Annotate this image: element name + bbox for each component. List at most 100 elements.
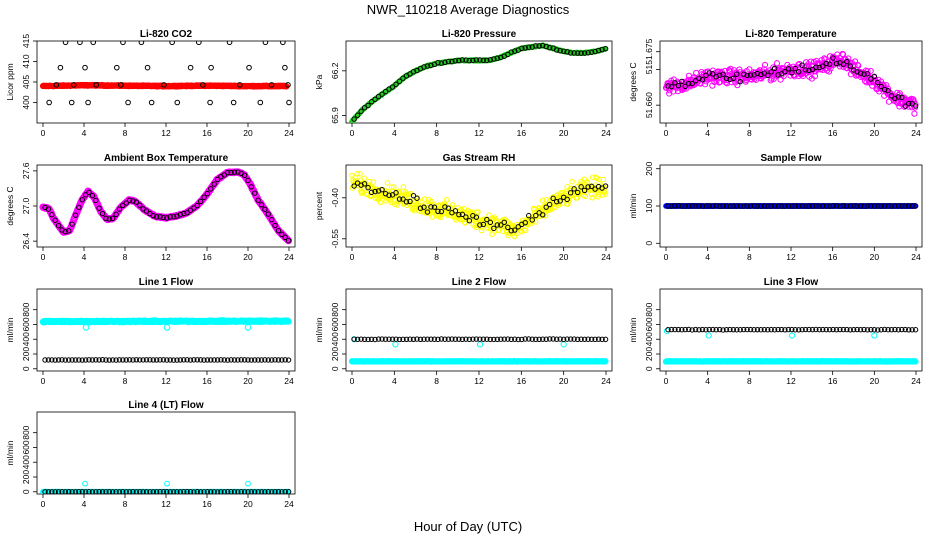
data-point xyxy=(459,57,466,63)
data-point xyxy=(268,82,275,88)
panel-title: Line 1 Flow xyxy=(139,277,194,288)
x-tick-label: 12 xyxy=(474,128,484,138)
y-tick-label: -0.40 xyxy=(330,188,340,208)
data-point xyxy=(802,203,809,209)
x-tick-label: 20 xyxy=(243,128,253,138)
data-point xyxy=(46,99,52,106)
data-point xyxy=(574,50,581,56)
x-tick-label: 12 xyxy=(161,376,171,386)
data-point xyxy=(789,203,795,209)
x-tick-label: 16 xyxy=(202,128,212,138)
data-point xyxy=(765,203,771,209)
data-point xyxy=(706,203,713,209)
y-tick-label: 410 xyxy=(21,54,31,68)
data-point xyxy=(368,336,375,343)
data-point xyxy=(103,357,109,363)
series-instrument xyxy=(349,170,609,240)
data-point xyxy=(547,336,553,342)
data-point xyxy=(519,336,525,343)
data-point xyxy=(354,170,361,177)
data-point xyxy=(110,215,116,222)
data-point xyxy=(668,203,675,209)
y-tick-label: 400 xyxy=(21,95,31,109)
data-point xyxy=(272,222,278,229)
y-tick-label: 100 xyxy=(644,199,654,213)
data-point xyxy=(421,64,427,70)
data-point xyxy=(268,357,275,363)
data-point xyxy=(452,208,459,214)
data-point xyxy=(734,203,740,209)
data-point xyxy=(581,50,588,56)
data-point xyxy=(519,45,525,51)
x-tick-label: 0 xyxy=(350,128,355,138)
y-tick-label: 0 xyxy=(330,366,340,371)
data-point xyxy=(435,208,441,215)
data-point xyxy=(62,357,69,363)
data-point xyxy=(754,70,761,77)
data-point xyxy=(282,234,288,240)
data-point xyxy=(582,193,589,200)
data-point xyxy=(400,196,406,202)
data-point xyxy=(484,57,490,64)
x-tick-label: 4 xyxy=(705,128,710,138)
data-point xyxy=(221,357,228,363)
data-point xyxy=(540,336,546,342)
data-point xyxy=(823,203,829,209)
data-point xyxy=(49,212,55,218)
data-point xyxy=(167,357,173,363)
data-point xyxy=(72,212,79,218)
data-point xyxy=(706,70,713,76)
data-point xyxy=(438,208,445,215)
data-point xyxy=(143,208,150,214)
series-instrument xyxy=(662,328,919,365)
data-point xyxy=(375,336,382,342)
data-point xyxy=(400,184,407,190)
data-point xyxy=(737,203,743,209)
data-point xyxy=(238,357,244,363)
x-tick-label: 4 xyxy=(392,376,397,386)
data-point xyxy=(912,101,919,108)
data-point xyxy=(226,41,233,46)
data-point xyxy=(204,357,211,363)
data-point xyxy=(144,64,151,71)
data-point xyxy=(592,48,598,55)
data-point xyxy=(279,231,285,238)
data-point xyxy=(679,203,685,209)
data-point xyxy=(686,203,692,209)
data-point xyxy=(428,62,434,69)
data-point xyxy=(351,183,357,189)
data-point xyxy=(830,55,836,61)
data-point xyxy=(82,324,90,331)
data-point xyxy=(177,211,184,218)
data-point xyxy=(602,191,609,197)
y-tick-label: 400 xyxy=(21,332,31,346)
data-point xyxy=(588,49,595,55)
data-point xyxy=(384,180,391,186)
data-point xyxy=(875,203,881,209)
data-point xyxy=(417,205,424,211)
data-point xyxy=(771,65,778,72)
data-point xyxy=(880,82,887,89)
data-point xyxy=(478,227,485,234)
panel-title: Li-820 Temperature xyxy=(745,29,837,40)
data-point xyxy=(262,41,269,46)
data-point xyxy=(868,203,874,209)
data-point xyxy=(150,357,156,363)
data-point xyxy=(164,215,170,221)
data-point xyxy=(885,203,891,209)
data-point xyxy=(855,62,862,69)
data-point xyxy=(751,203,757,209)
data-point xyxy=(908,104,915,111)
y-tick-label: 200 xyxy=(644,161,654,175)
data-point xyxy=(588,183,595,190)
data-point xyxy=(463,57,469,63)
data-point xyxy=(540,212,546,218)
data-point xyxy=(113,357,119,363)
data-point xyxy=(840,203,847,209)
data-point xyxy=(796,203,802,209)
data-point xyxy=(864,68,871,75)
data-point xyxy=(400,336,406,343)
